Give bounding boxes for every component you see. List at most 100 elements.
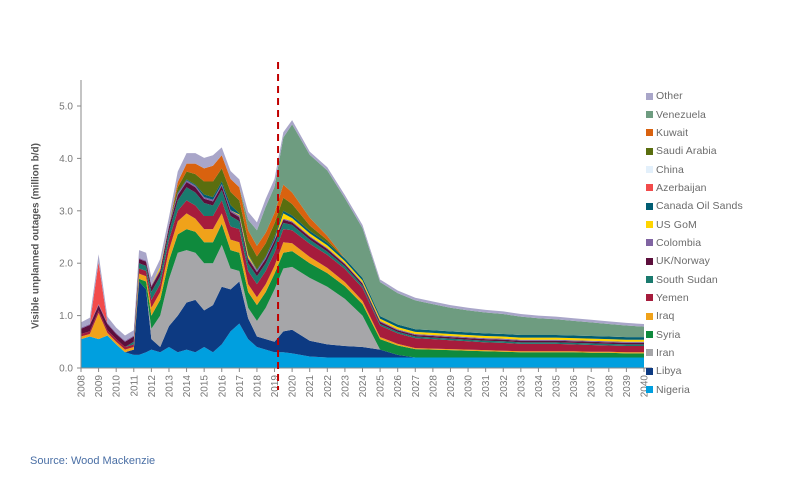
legend-label: US GoM — [656, 218, 697, 231]
legend-swatch-icon — [646, 111, 653, 119]
legend-item-azerbaijan: Azerbaijan — [646, 179, 743, 197]
x-tick-label: 2014 — [182, 375, 193, 398]
chart-areas — [81, 120, 644, 368]
legend-label: Kuwait — [656, 126, 689, 139]
x-tick-label: 2027 — [411, 375, 422, 398]
x-tick-label: 2020 — [288, 375, 299, 398]
x-tick-label: 2018 — [252, 375, 263, 398]
legend-swatch-icon — [646, 92, 653, 100]
legend-label: Iran — [656, 346, 675, 359]
legend-item-colombia: Colombia — [646, 234, 743, 252]
legend-label: Azerbaijan — [656, 181, 707, 194]
x-tick-label: 2024 — [358, 375, 369, 398]
x-tick-label: 2030 — [464, 375, 475, 398]
legend-item-china: China — [646, 160, 743, 178]
legend-swatch-icon — [646, 257, 653, 265]
y-axis-title: Visible unplanned outages (million b/d) — [30, 143, 42, 329]
legend-swatch-icon — [646, 166, 653, 174]
chart-legend: Other Venezuela Kuwait Saudi Arabia China Aze… — [646, 87, 743, 399]
x-tick-label: 2022 — [323, 375, 334, 398]
x-tick-label: 2012 — [147, 375, 158, 398]
x-tick-label: 2040 — [640, 375, 651, 398]
y-tick-label: 4.0 — [59, 154, 73, 165]
legend-item-us-gom: US GoM — [646, 215, 743, 233]
x-tick-label: 2035 — [552, 375, 563, 398]
x-tick-label: 2028 — [428, 375, 439, 398]
area-libya — [81, 281, 644, 358]
legend-item-libya: Libya — [646, 362, 743, 380]
legend-label: Other — [656, 90, 683, 103]
legend-label: South Sudan — [656, 273, 718, 286]
x-tick-label: 2011 — [129, 375, 140, 397]
legend-item-south-sudan: South Sudan — [646, 270, 743, 288]
x-tick-label: 2015 — [200, 375, 211, 398]
legend-label: Saudi Arabia — [656, 145, 717, 158]
legend-label: Iraq — [656, 310, 675, 323]
y-tick-label: 1.0 — [59, 311, 73, 322]
x-tick-label: 2008 — [77, 375, 88, 398]
legend-item-kuwait: Kuwait — [646, 124, 743, 142]
x-tick-label: 2017 — [235, 375, 246, 398]
x-tick-label: 2029 — [446, 375, 457, 398]
legend-item-iran: Iran — [646, 344, 743, 362]
legend-label: Yemen — [656, 291, 689, 304]
x-tick-label: 2023 — [340, 375, 351, 398]
x-tick-label: 2031 — [481, 375, 492, 398]
legend-label: UK/Norway — [656, 255, 710, 268]
legend-swatch-icon — [646, 239, 653, 247]
chart-axes: 0.0 1.0 2.0 3.0 4.0 5.0 2008 2009 2010 2011 2012 20… — [59, 80, 652, 397]
y-tick-label: 5.0 — [59, 102, 73, 113]
legend-label: Colombia — [656, 236, 702, 249]
legend-label: Syria — [656, 328, 681, 341]
source-note: Source: Wood Mackenzie — [30, 455, 156, 467]
legend-swatch-icon — [646, 221, 653, 229]
legend-swatch-icon — [646, 312, 653, 320]
legend-label: Libya — [656, 365, 682, 378]
area-venezuela — [81, 124, 644, 341]
legend-label: China — [656, 163, 684, 176]
x-tick-label: 2009 — [94, 375, 105, 398]
area-nigeria — [81, 323, 644, 368]
y-tick-label: 0.0 — [59, 364, 73, 375]
legend-item-uk-norway: UK/Norway — [646, 252, 743, 270]
x-tick-label: 2013 — [164, 375, 175, 398]
legend-swatch-icon — [646, 294, 653, 302]
legend-swatch-icon — [646, 367, 653, 375]
x-tick-label: 2036 — [569, 375, 580, 398]
x-tick-label: 2021 — [305, 375, 316, 398]
x-tick-label: 2034 — [534, 375, 545, 398]
legend-swatch-icon — [646, 276, 653, 284]
legend-swatch-icon — [646, 147, 653, 155]
x-tick-label: 2025 — [376, 375, 387, 398]
legend-item-nigeria: Nigeria — [646, 381, 743, 399]
x-tick-label: 2010 — [112, 375, 123, 398]
y-tick-label: 2.0 — [59, 259, 73, 270]
legend-swatch-icon — [646, 386, 653, 394]
x-tick-label: 2019 — [270, 375, 281, 398]
x-tick-label: 2039 — [622, 375, 633, 398]
x-tick-label: 2026 — [393, 375, 404, 398]
area-iran — [81, 244, 644, 358]
legend-swatch-icon — [646, 349, 653, 357]
legend-item-canada-oil-sands: Canada Oil Sands — [646, 197, 743, 215]
legend-swatch-icon — [646, 331, 653, 339]
legend-item-iraq: Iraq — [646, 307, 743, 325]
legend-item-other: Other — [646, 87, 743, 105]
x-tick-label: 2037 — [587, 375, 598, 398]
legend-swatch-icon — [646, 202, 653, 210]
legend-label: Canada Oil Sands — [656, 200, 743, 213]
x-tick-label: 2016 — [217, 375, 228, 398]
legend-swatch-icon — [646, 129, 653, 137]
y-tick-label: 3.0 — [59, 206, 73, 217]
x-tick-label: 2038 — [604, 375, 615, 398]
legend-swatch-icon — [646, 184, 653, 192]
x-tick-label: 2033 — [516, 375, 527, 398]
x-tick-label: 2032 — [499, 375, 510, 398]
legend-item-yemen: Yemen — [646, 289, 743, 307]
legend-label: Venezuela — [656, 108, 706, 121]
legend-item-saudi-arabia: Saudi Arabia — [646, 142, 743, 160]
legend-item-syria: Syria — [646, 325, 743, 343]
legend-item-venezuela: Venezuela — [646, 105, 743, 123]
legend-label: Nigeria — [656, 383, 690, 396]
